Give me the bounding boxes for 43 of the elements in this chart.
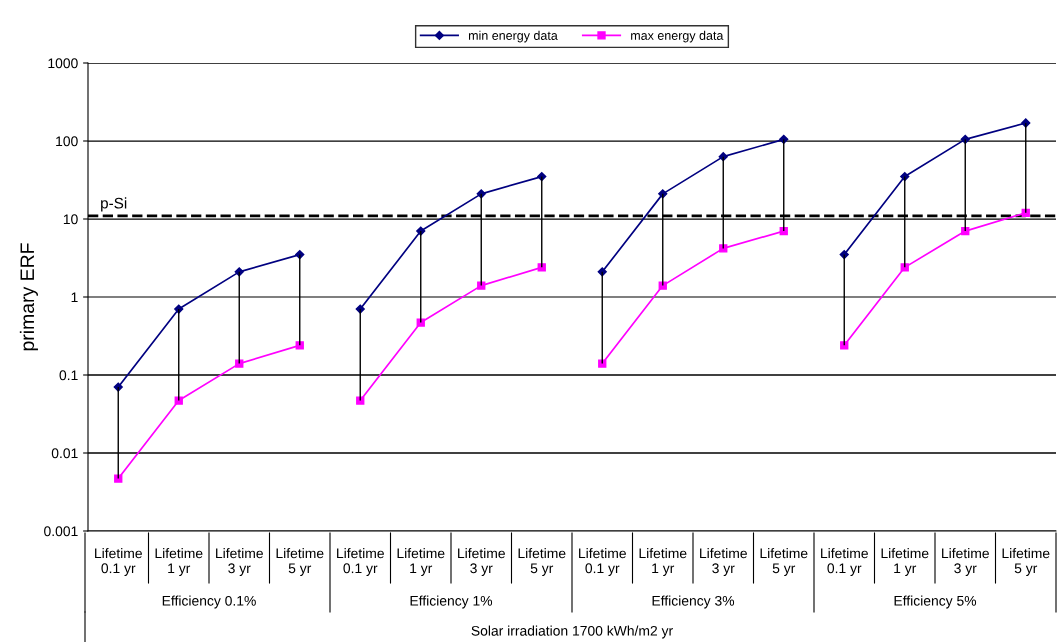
x-tick-label: Lifetime 5 yr [276, 548, 324, 576]
point [235, 359, 244, 368]
text: Efficiency 3% [652, 595, 735, 609]
y-tick-label: 0.001 [44, 526, 78, 537]
x-tick-label: Lifetime 3 yr [216, 548, 263, 576]
x-tick-label: Lifetime 3 yr [458, 548, 505, 576]
ref-line-label: p-Si [101, 197, 127, 212]
x-tick-label: Lifetime 5 yr [518, 548, 566, 576]
point [295, 341, 304, 350]
x-tick-label: Lifetime 0.1 yr [579, 548, 626, 576]
point [113, 382, 123, 392]
x-tick-label: Lifetime 1 yr [397, 548, 445, 576]
text: Efficiency 1% [410, 595, 493, 609]
x-tick-label: Lifetime 1 yr [155, 548, 203, 576]
legend-label: max energy data [631, 30, 724, 43]
x-tick-label: Lifetime 0.1 yr [821, 548, 868, 576]
x-tick-label: Lifetime 5 yr [1002, 548, 1050, 576]
x-axis-title: Solar irradiation 1700 kWh/m2 yr [471, 625, 673, 639]
x-tick-label: Lifetime 5 yr [760, 548, 808, 576]
point [960, 134, 970, 144]
x-tick-label: Lifetime 3 yr [700, 548, 747, 576]
y-tick-label: 1000 [48, 58, 78, 69]
y-tick-label: 0.01 [51, 448, 78, 459]
x-tick-label: Lifetime 1 yr [639, 548, 687, 576]
y-axis-title: primary ERF [19, 243, 38, 351]
point [840, 341, 849, 350]
x-tick-label: Lifetime 0.1 yr [337, 548, 384, 576]
y-tick-label: 1 [71, 292, 78, 303]
legend-label: min energy data [468, 30, 558, 43]
x-tick-label: Lifetime 1 yr [881, 548, 929, 576]
point [174, 304, 184, 314]
point [234, 267, 244, 277]
y-tick-label: 100 [56, 136, 78, 147]
y-tick-label: 0.1 [59, 370, 78, 381]
point [174, 396, 183, 405]
point [900, 263, 909, 272]
x-tick-label: Lifetime 3 yr [942, 548, 989, 576]
point [114, 474, 123, 483]
x-tick-label: Lifetime 0.1 yr [95, 548, 142, 576]
point [839, 249, 849, 260]
text: Efficiency 0.1% [162, 595, 256, 609]
y-tick-label: 10 [63, 214, 78, 225]
text: Efficiency 5% [894, 595, 977, 609]
